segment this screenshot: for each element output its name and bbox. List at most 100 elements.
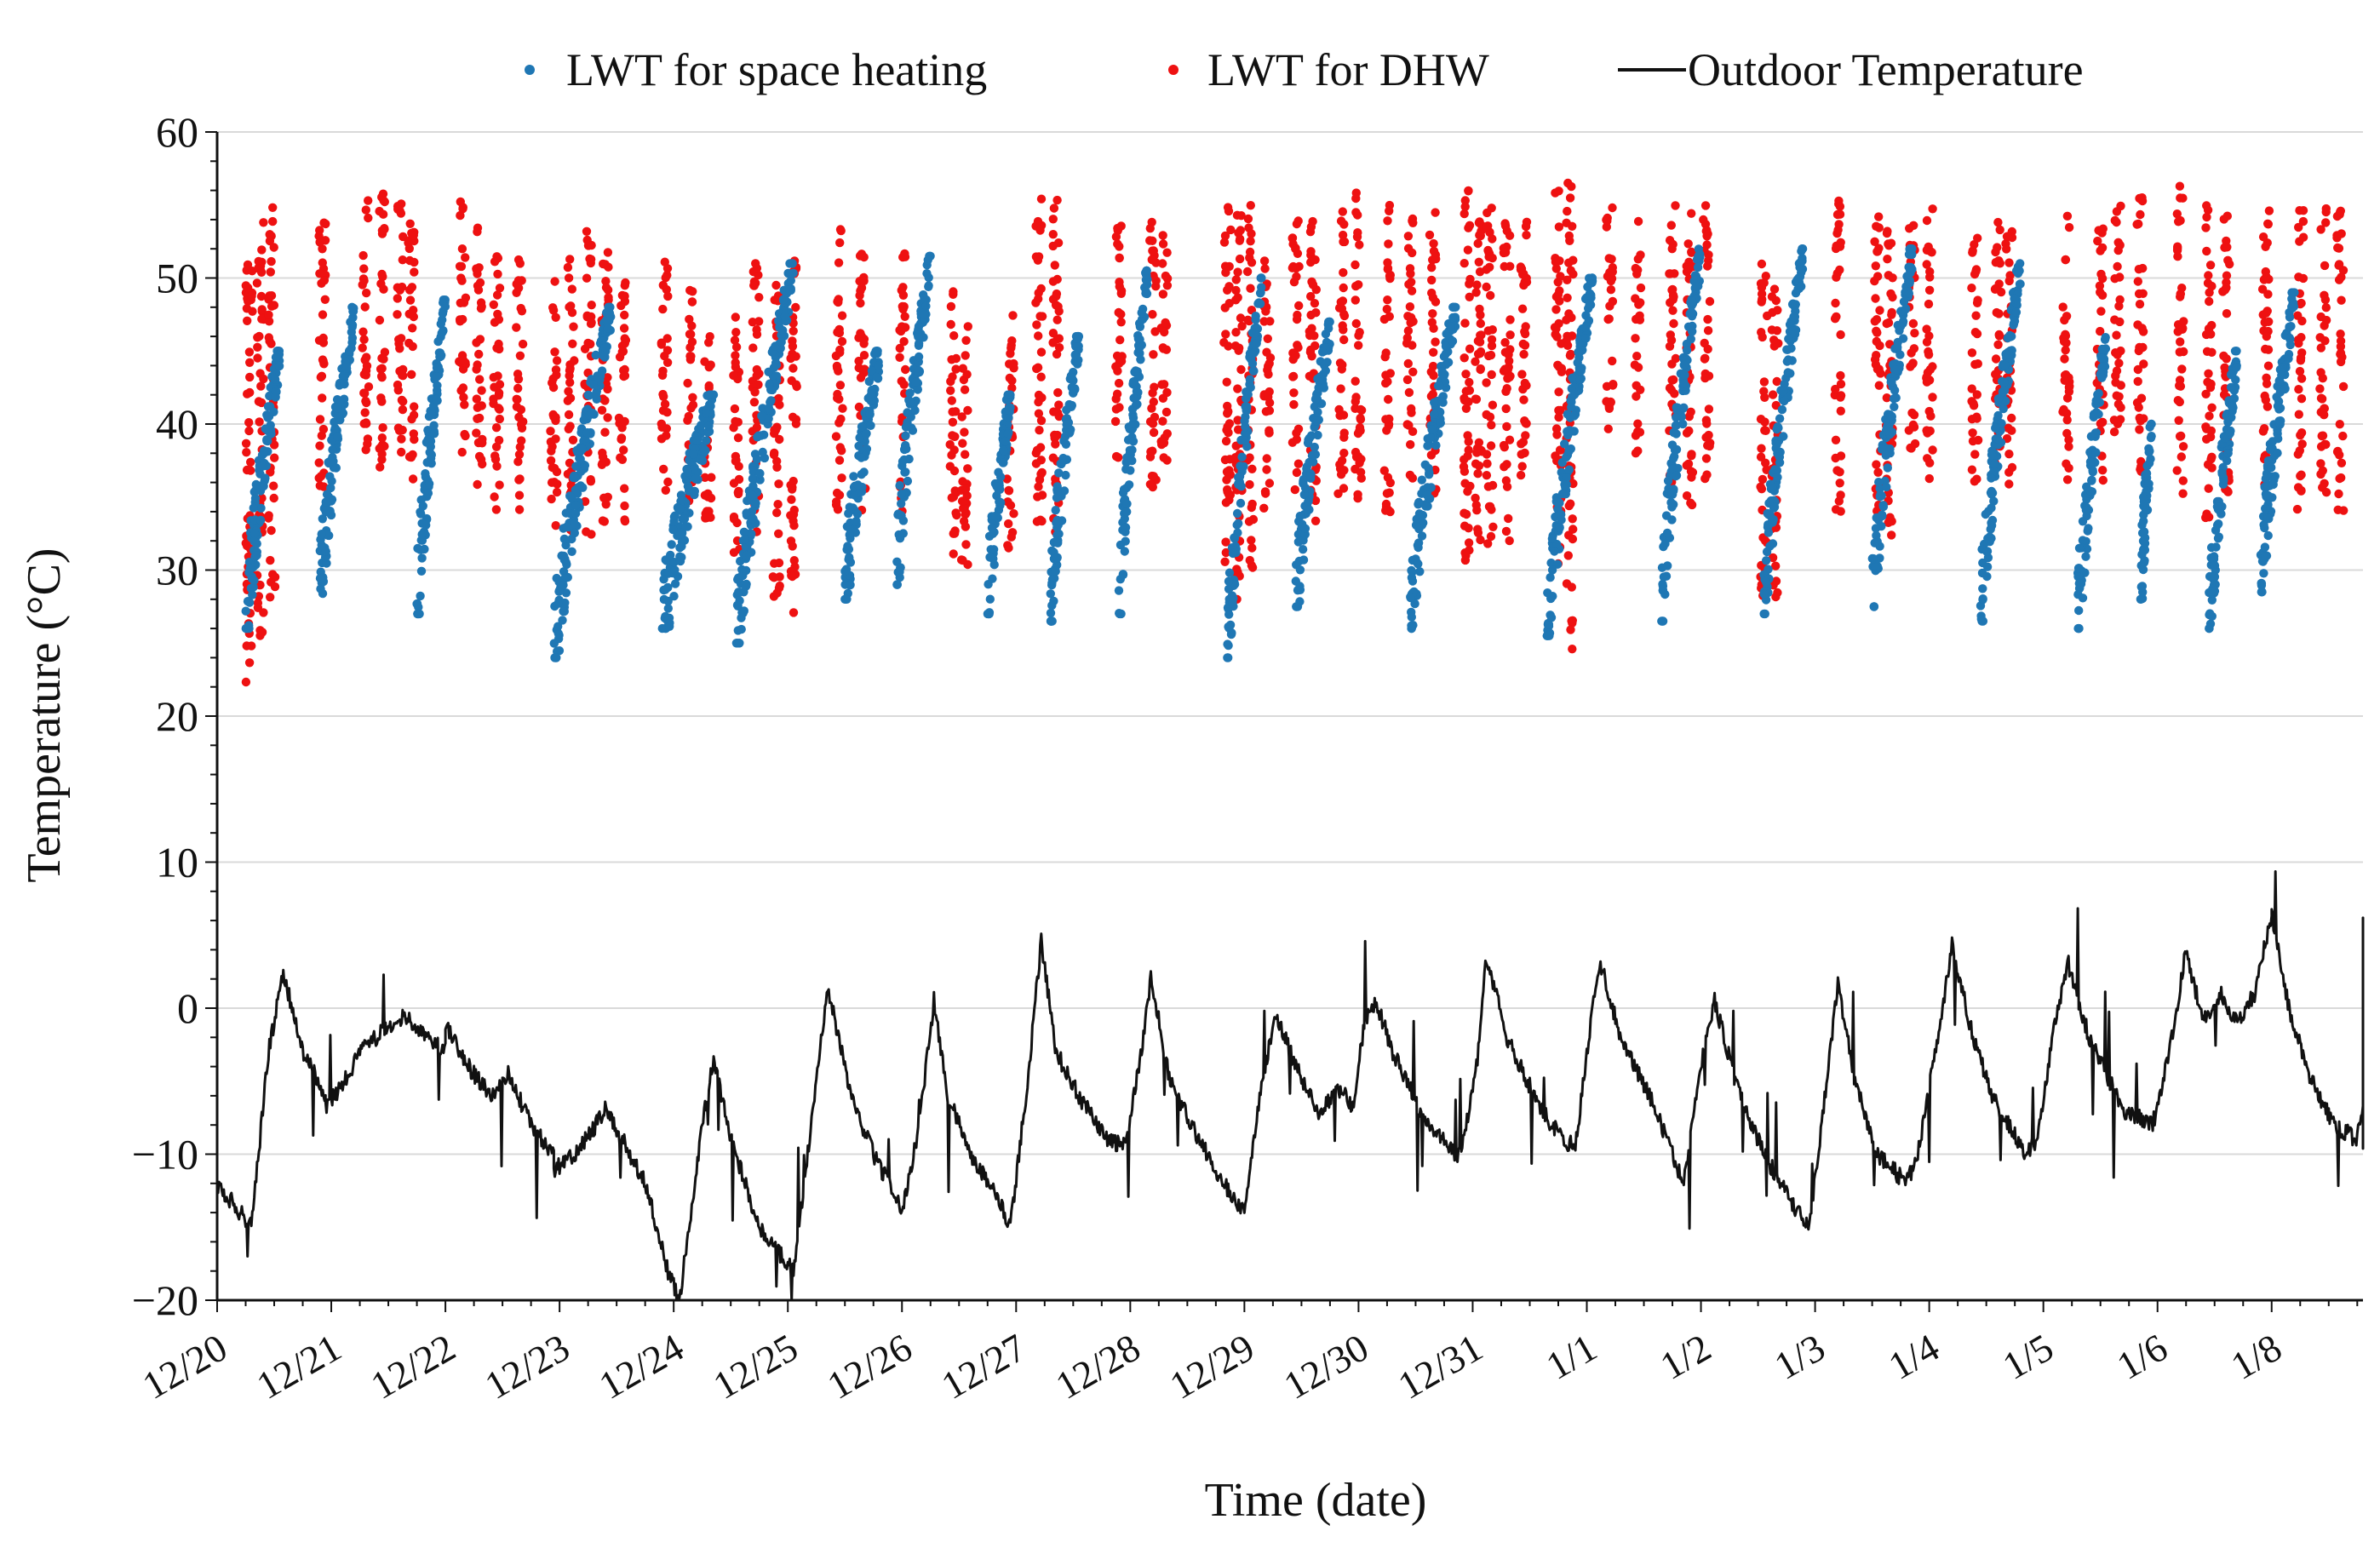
dhw-point (2096, 246, 2105, 255)
dhw-point (1116, 221, 1126, 231)
dhw-point (958, 555, 967, 565)
dhw-point (1993, 340, 2003, 349)
dhw-point (1488, 400, 1498, 410)
space-heating-point (1122, 499, 1132, 508)
dhw-point (1429, 370, 1438, 381)
space-heating-point (437, 351, 446, 360)
space-heating-point (260, 446, 269, 456)
dhw-point (946, 319, 955, 330)
space-heating-point (1544, 620, 1554, 629)
space-heating-point (1133, 334, 1144, 344)
space-heating-point (1067, 373, 1076, 382)
dhw-point (1333, 489, 1343, 498)
space-heating-point (580, 461, 590, 470)
space-heating-point (327, 476, 336, 486)
dhw-point (1461, 404, 1471, 413)
dhw-point (2222, 271, 2232, 280)
dhw-point (1385, 206, 1394, 215)
dhw-point (377, 450, 387, 459)
space-heating-point (892, 580, 902, 589)
dhw-point (546, 427, 555, 436)
dhw-point (2178, 442, 2188, 451)
dhw-point (405, 295, 416, 305)
dhw-point (361, 445, 370, 455)
dhw-point (407, 283, 417, 292)
space-heating-point (742, 565, 751, 576)
dhw-point (1568, 514, 1577, 524)
space-heating-point (1235, 472, 1245, 481)
dhw-point (2004, 450, 2014, 459)
dhw-point (1924, 299, 1934, 309)
dhw-point (2318, 431, 2328, 440)
dhw-point (264, 511, 273, 520)
dhw-point (1461, 509, 1471, 519)
space-heating-point (1670, 451, 1679, 462)
dhw-point (457, 244, 467, 254)
dhw-point (946, 386, 955, 395)
dhw-point (1831, 298, 1840, 308)
dhw-point (474, 263, 484, 272)
dhw-point (359, 264, 369, 273)
dhw-point (1769, 284, 1780, 294)
space-heating-point (1672, 429, 1681, 439)
space-heating-point (331, 463, 341, 473)
space-heating-point (2081, 552, 2090, 561)
dhw-point (1037, 393, 1047, 403)
dhw-point (1245, 479, 1254, 490)
dhw-point (1971, 311, 1981, 320)
dhw-point (2222, 211, 2232, 221)
dhw-point (1522, 381, 1531, 390)
dhw-point (2112, 217, 2121, 227)
dhw-point (380, 347, 390, 357)
dhw-point (752, 422, 761, 433)
dhw-point (729, 423, 738, 433)
space-heating-point (1241, 436, 1250, 445)
dhw-point (362, 398, 371, 408)
dhw-point (947, 450, 956, 460)
space-heating-point (341, 370, 350, 380)
space-heating-point (663, 596, 673, 606)
space-heating-point (1141, 287, 1151, 296)
dhw-point (1053, 387, 1063, 398)
dhw-point (729, 512, 739, 522)
space-heating-point (752, 455, 762, 464)
dhw-point (2296, 353, 2306, 363)
space-heating-point (416, 545, 425, 554)
dhw-point (1426, 450, 1437, 460)
dhw-point (951, 364, 961, 374)
dhw-point (1563, 293, 1572, 302)
space-heating-point (1782, 357, 1792, 366)
dhw-point (1405, 264, 1415, 273)
space-heating-point (1046, 608, 1056, 618)
dhw-point (2206, 379, 2216, 389)
space-heating-point (1557, 510, 1566, 519)
dhw-point (1035, 226, 1045, 235)
space-heating-point (897, 499, 906, 508)
dhw-point (1552, 332, 1562, 341)
dhw-point (2332, 447, 2343, 456)
space-heating-point (767, 385, 777, 395)
dhw-point (1402, 338, 1412, 348)
dhw-point (472, 394, 481, 404)
dhw-point (317, 371, 327, 381)
dhw-point (773, 500, 783, 509)
space-heating-point (1683, 322, 1694, 331)
dhw-point (2179, 317, 2188, 326)
space-heating-point (737, 624, 746, 634)
dhw-point (1993, 217, 2003, 227)
space-heating-point (347, 320, 358, 330)
dhw-point (552, 356, 562, 365)
dhw-point (1569, 479, 1578, 489)
dhw-point (1631, 334, 1640, 343)
space-heating-point (1136, 355, 1145, 364)
dhw-point (1145, 479, 1156, 489)
dhw-point (2207, 403, 2217, 412)
dhw-point (1408, 427, 1418, 436)
dhw-point (1115, 335, 1125, 345)
space-heating-point (748, 514, 758, 524)
dhw-point (1700, 354, 1710, 364)
dhw-point (318, 258, 327, 267)
dhw-point (2335, 473, 2344, 484)
space-heating-point (1762, 556, 1771, 565)
dhw-point (1562, 315, 1571, 324)
